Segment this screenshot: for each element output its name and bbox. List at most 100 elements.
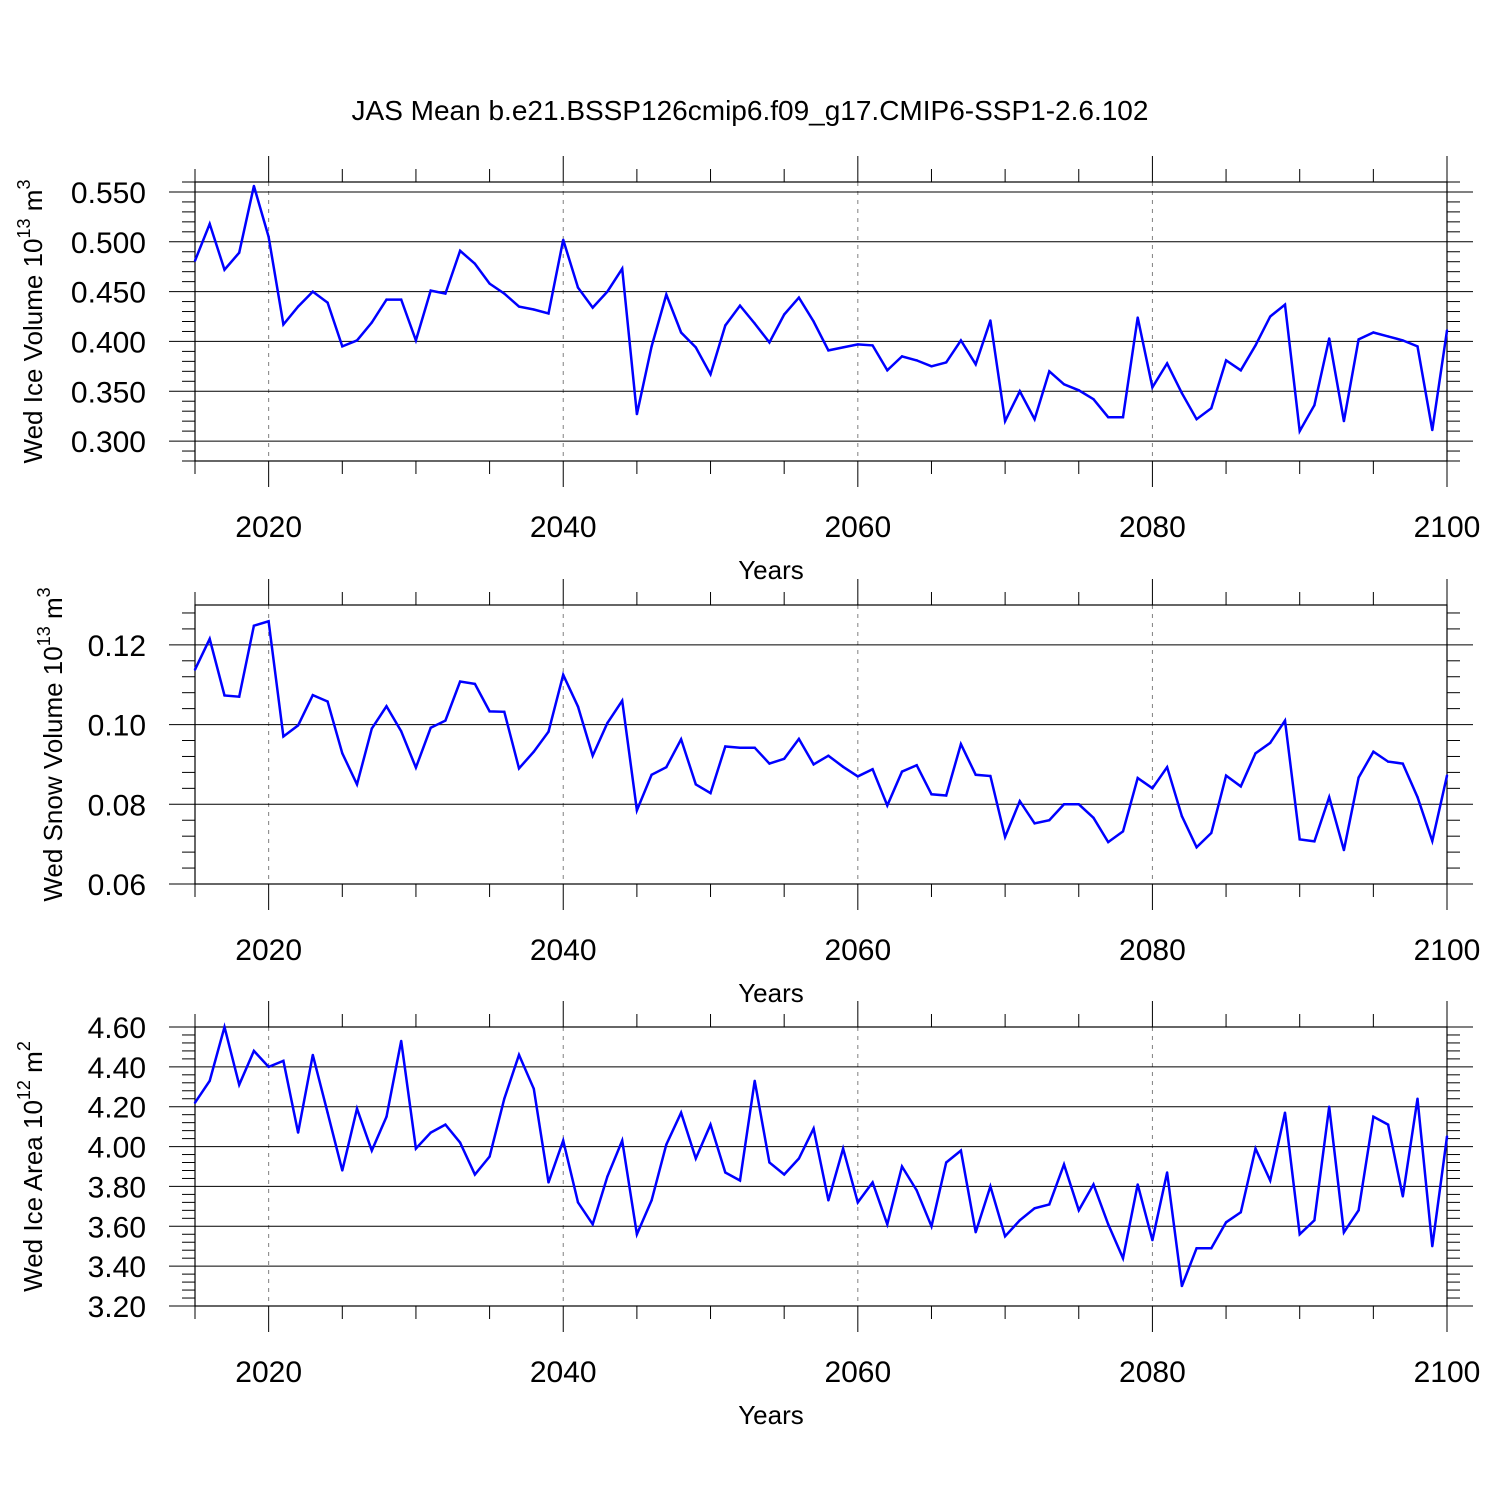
data-point bbox=[665, 1143, 668, 1146]
data-point bbox=[326, 700, 329, 703]
data-point bbox=[296, 305, 300, 308]
data-point bbox=[444, 719, 447, 722]
data-point bbox=[1062, 383, 1066, 386]
data-point bbox=[1269, 1179, 1272, 1182]
data-point bbox=[606, 721, 609, 725]
data-point bbox=[414, 766, 418, 769]
data-point bbox=[458, 249, 462, 252]
data-point bbox=[900, 355, 904, 358]
data-point bbox=[547, 1181, 550, 1184]
data-point bbox=[1165, 766, 1169, 769]
data-point bbox=[1151, 1239, 1154, 1242]
chart-panel-3: 3.20 3.40 3.60 3.80 4.00 4.20 4.40 4.60 2020 2040… bbox=[14, 1001, 1480, 1430]
y-axis-label-superscript: 13 bbox=[34, 626, 54, 646]
data-point bbox=[1298, 429, 1301, 433]
data-point bbox=[503, 1097, 506, 1100]
data-point bbox=[768, 341, 771, 344]
data-point bbox=[827, 1199, 830, 1202]
data-point bbox=[1224, 774, 1228, 777]
y-tick-label: 0.550 bbox=[71, 177, 146, 210]
y-tick-label: 0.06 bbox=[88, 869, 146, 902]
data-point bbox=[1416, 1097, 1419, 1100]
data-point bbox=[311, 290, 315, 293]
data-point bbox=[326, 301, 329, 304]
data-point bbox=[400, 298, 403, 301]
data-point bbox=[841, 1147, 845, 1150]
data-point bbox=[341, 752, 344, 755]
data-point bbox=[1165, 362, 1169, 365]
data-point bbox=[1077, 389, 1080, 392]
plot-frame bbox=[194, 604, 1448, 885]
data-point bbox=[1018, 390, 1022, 393]
data-point bbox=[694, 783, 697, 786]
x-tick-label: 2100 bbox=[1414, 934, 1481, 967]
data-point bbox=[385, 1115, 388, 1118]
data-point bbox=[1048, 370, 1051, 373]
data-point bbox=[856, 775, 860, 778]
data-point bbox=[1342, 1231, 1346, 1234]
data-point bbox=[252, 624, 256, 627]
data-point bbox=[989, 774, 992, 778]
series-line bbox=[193, 619, 1449, 851]
y-axis-label-part: m bbox=[38, 597, 68, 626]
data-point bbox=[517, 305, 521, 308]
plot-frame bbox=[194, 1026, 1448, 1307]
data-point bbox=[738, 746, 742, 749]
x-tick-label: 2020 bbox=[235, 1356, 302, 1389]
data-point bbox=[1269, 315, 1272, 318]
data-point bbox=[1416, 795, 1419, 799]
data-point bbox=[782, 757, 786, 761]
data-point bbox=[1386, 335, 1390, 338]
data-point bbox=[1107, 840, 1110, 844]
data-point bbox=[856, 343, 860, 346]
data-point bbox=[223, 268, 226, 271]
data-point bbox=[1180, 1284, 1184, 1288]
data-point bbox=[1048, 1203, 1051, 1206]
data-point bbox=[503, 710, 506, 714]
data-point bbox=[665, 293, 668, 296]
data-point bbox=[1048, 819, 1051, 822]
data-point bbox=[576, 705, 580, 708]
data-point bbox=[282, 323, 285, 326]
data-point bbox=[871, 768, 874, 771]
y-tick-label: 4.60 bbox=[88, 1012, 146, 1045]
data-point bbox=[1445, 1135, 1449, 1138]
data-point bbox=[355, 1107, 359, 1110]
y-tick-label: 4.40 bbox=[88, 1052, 146, 1085]
data-point bbox=[458, 1141, 462, 1144]
data-point bbox=[1431, 1245, 1434, 1248]
y-tick-label: 3.40 bbox=[88, 1251, 146, 1284]
x-tick-label: 2100 bbox=[1414, 511, 1481, 544]
data-point bbox=[915, 1189, 918, 1192]
data-point bbox=[930, 1225, 933, 1228]
plot-frame bbox=[194, 181, 1448, 462]
data-point bbox=[1372, 1115, 1375, 1118]
data-point bbox=[1165, 1171, 1169, 1174]
data-point bbox=[989, 1185, 992, 1188]
data-point bbox=[635, 809, 639, 812]
y-axis-label: Wed Ice Volume 1013 m3 bbox=[14, 180, 48, 464]
data-point bbox=[326, 1111, 329, 1114]
data-point bbox=[252, 184, 256, 188]
data-point bbox=[1416, 345, 1419, 348]
data-point bbox=[797, 737, 801, 741]
data-point bbox=[1431, 428, 1434, 432]
x-axis-label: Years bbox=[738, 978, 804, 1008]
data-point bbox=[945, 361, 948, 364]
data-point bbox=[768, 1161, 771, 1164]
data-point bbox=[517, 767, 521, 770]
y-tick-label: 0.350 bbox=[71, 376, 146, 409]
y-axis-label-superscript: 3 bbox=[34, 587, 54, 597]
data-point bbox=[886, 804, 889, 807]
chart-title: JAS Mean b.e21.BSSP126cmip6.f09_g17.CMIP… bbox=[352, 95, 1149, 126]
data-point bbox=[841, 765, 845, 769]
data-point bbox=[267, 1065, 270, 1069]
data-point bbox=[1062, 1163, 1066, 1166]
x-tick-label: 2040 bbox=[530, 934, 597, 967]
data-point bbox=[1003, 419, 1007, 423]
data-point bbox=[1254, 752, 1257, 755]
series-line bbox=[193, 1022, 1449, 1287]
data-point bbox=[694, 1157, 697, 1160]
y-axis-label-superscript: 12 bbox=[14, 1080, 34, 1100]
